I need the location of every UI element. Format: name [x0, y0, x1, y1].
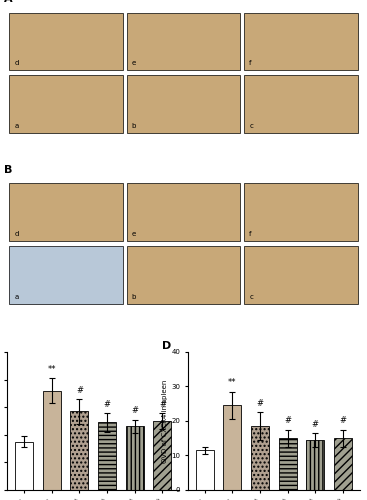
Text: A: A — [4, 0, 12, 4]
Text: f: f — [249, 231, 252, 237]
Bar — [306, 440, 324, 490]
Text: #: # — [103, 400, 110, 408]
Text: c: c — [249, 123, 253, 129]
Text: B: B — [4, 164, 12, 174]
Bar — [127, 12, 240, 70]
Bar — [244, 246, 358, 304]
Bar — [196, 450, 214, 490]
Bar — [15, 442, 33, 490]
Bar — [9, 12, 123, 70]
Bar — [126, 426, 144, 490]
Bar — [244, 76, 358, 133]
Bar — [244, 12, 358, 70]
Bar — [127, 76, 240, 133]
Text: f: f — [249, 60, 252, 66]
Text: a: a — [14, 123, 19, 129]
Bar — [98, 422, 116, 490]
Text: **: ** — [48, 365, 56, 374]
Text: b: b — [132, 123, 136, 129]
Text: **: ** — [228, 378, 236, 388]
Bar — [9, 76, 123, 133]
Bar — [334, 438, 352, 490]
Text: #: # — [339, 416, 346, 426]
Text: #: # — [76, 386, 83, 394]
Bar — [9, 184, 123, 241]
Y-axis label: OVD of CXCR4 in spleen: OVD of CXCR4 in spleen — [162, 380, 168, 462]
Text: #: # — [312, 420, 319, 429]
Bar — [9, 246, 123, 304]
Text: b: b — [132, 294, 136, 300]
Text: c: c — [249, 294, 253, 300]
Text: e: e — [132, 60, 136, 66]
Bar — [70, 412, 88, 490]
Bar — [43, 390, 61, 490]
Bar — [279, 438, 297, 490]
Bar — [244, 184, 358, 241]
Text: a: a — [14, 294, 19, 300]
Text: #: # — [159, 400, 166, 408]
Bar — [127, 246, 240, 304]
Text: #: # — [257, 399, 264, 408]
Text: d: d — [14, 60, 19, 66]
Text: #: # — [131, 406, 138, 416]
Text: e: e — [132, 231, 136, 237]
Text: #: # — [284, 416, 291, 426]
Text: d: d — [14, 231, 19, 237]
Bar — [223, 406, 241, 490]
Bar — [153, 421, 171, 490]
Bar — [251, 426, 269, 490]
Bar — [127, 184, 240, 241]
Text: D: D — [162, 341, 171, 351]
